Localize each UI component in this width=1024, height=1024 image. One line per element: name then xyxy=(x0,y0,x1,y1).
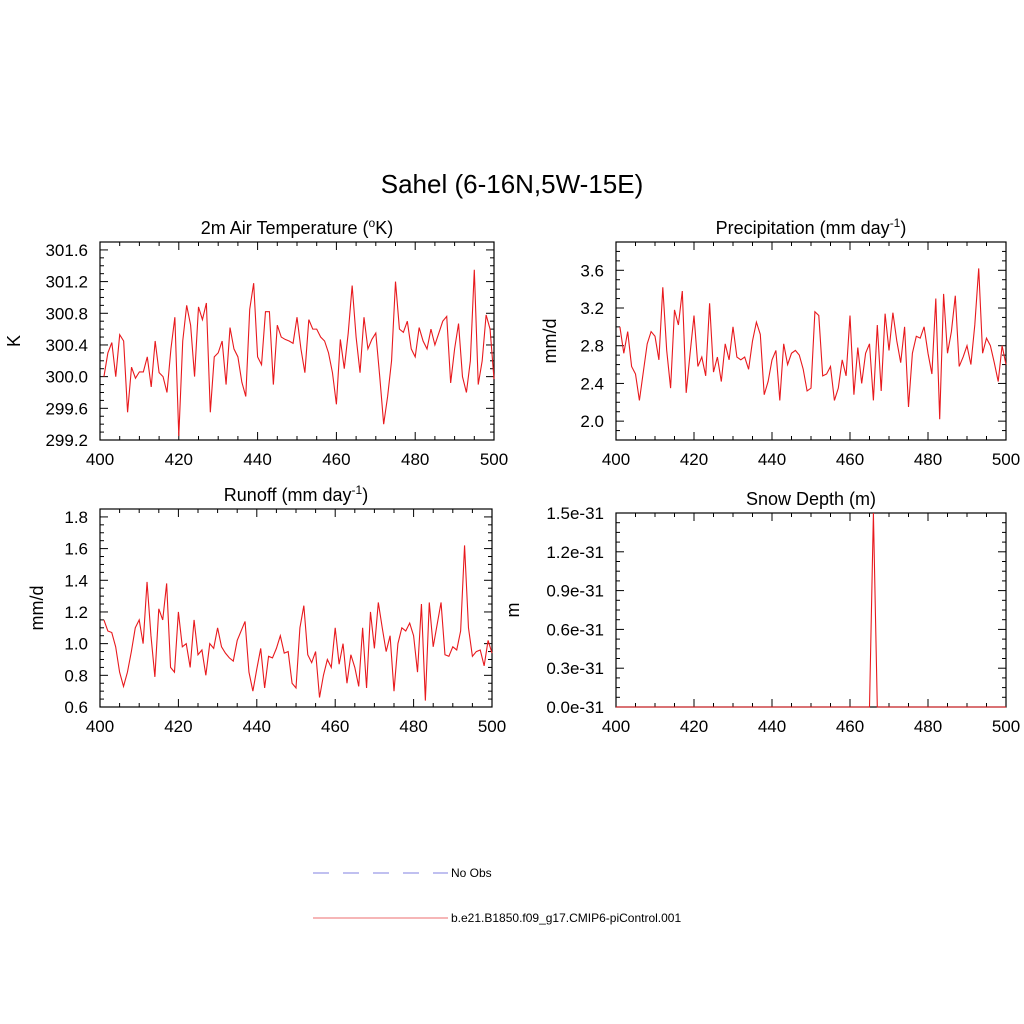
series-line-model xyxy=(103,269,495,437)
plot-frame xyxy=(615,512,1007,708)
x-tick-label: 460 xyxy=(836,450,864,469)
series-line-model xyxy=(103,545,493,701)
x-tick-label: 480 xyxy=(401,450,429,469)
y-tick-label: 300.8 xyxy=(45,304,88,323)
x-tick-label: 460 xyxy=(321,717,349,736)
y-tick-label: 299.6 xyxy=(45,399,88,418)
y-tick-label: 1.2 xyxy=(64,603,88,622)
panel-title-end: K) xyxy=(375,218,393,238)
panel-title-main: 2m Air Temperature ( xyxy=(201,218,369,238)
y-axis-label: mm/d xyxy=(27,586,47,631)
y-tick-label: 3.2 xyxy=(580,299,604,318)
chart-panel-2: 400 420 440 460 480 500 2.0 2.4 2.8 3.2 3.6 mm/d Pre… xyxy=(540,216,1020,469)
panel-title-end: ) xyxy=(362,485,368,505)
y-tick-label: 0.6e-31 xyxy=(546,620,604,639)
y-tick-label: 0.3e-31 xyxy=(546,659,604,678)
y-axis-label: m xyxy=(503,603,523,618)
panel-title: Snow Depth (m) xyxy=(746,489,876,509)
panel-title-sup: -1 xyxy=(890,216,901,230)
panel-title-main: Runoff (mm day xyxy=(224,485,352,505)
legend-label: b.e21.B1850.f09_g17.CMIP6-piControl.001 xyxy=(451,911,681,925)
x-tick-label: 480 xyxy=(914,717,942,736)
x-tick-label: 480 xyxy=(399,717,427,736)
x-tick-label: 480 xyxy=(914,450,942,469)
y-tick-label: 1.2e-31 xyxy=(546,543,604,562)
x-tick-label: 500 xyxy=(992,450,1020,469)
plot-frame xyxy=(99,241,495,441)
y-tick-label: 1.8 xyxy=(64,508,88,527)
y-tick-label: 2.0 xyxy=(580,412,604,431)
y-tick-label: 1.4 xyxy=(64,571,88,590)
y-tick-label: 3.6 xyxy=(580,261,604,280)
y-tick-label: 1.5e-31 xyxy=(546,504,604,523)
plot-frame xyxy=(99,508,493,708)
panel-title-main: Snow Depth (m) xyxy=(746,489,876,509)
x-tick-label: 440 xyxy=(243,450,271,469)
y-tick-label: 300.0 xyxy=(45,368,88,387)
x-tick-label: 420 xyxy=(680,717,708,736)
panel-title: 2m Air Temperature (oK) xyxy=(201,216,393,238)
y-tick-label: 1.0 xyxy=(64,635,88,654)
x-tick-label: 400 xyxy=(602,717,630,736)
x-tick-label: 500 xyxy=(992,717,1020,736)
y-tick-label: 1.6 xyxy=(64,540,88,559)
plot-frame xyxy=(615,241,1007,441)
x-tick-label: 500 xyxy=(480,450,508,469)
y-tick-label: 2.4 xyxy=(580,374,604,393)
legend: No Obs b.e21.B1850.f09_g17.CMIP6-piContro… xyxy=(313,866,681,925)
panel-title-sup: o xyxy=(369,216,376,230)
panel-title-main: Precipitation (mm day xyxy=(716,218,890,238)
panel-title: Precipitation (mm day-1) xyxy=(716,216,907,238)
y-tick-label: 0.0e-31 xyxy=(546,698,604,717)
x-tick-label: 440 xyxy=(758,717,786,736)
panel-title-sup: -1 xyxy=(352,483,363,497)
x-tick-label: 400 xyxy=(602,450,630,469)
y-tick-label: 0.9e-31 xyxy=(546,582,604,601)
legend-label: No Obs xyxy=(451,866,492,880)
x-tick-label: 400 xyxy=(86,450,114,469)
x-tick-label: 420 xyxy=(165,450,193,469)
chart-panel-1: 400 420 440 460 480 500 299.2 299.6 300.0 300.4 30… xyxy=(4,216,508,469)
figure-title: Sahel (6-16N,5W-15E) xyxy=(381,169,644,199)
y-tick-label: 300.4 xyxy=(45,336,88,355)
x-tick-label: 500 xyxy=(478,717,506,736)
y-tick-label: 299.2 xyxy=(45,431,88,450)
x-tick-label: 460 xyxy=(322,450,350,469)
series-line-model xyxy=(619,268,1007,420)
series-line-model xyxy=(616,512,1006,708)
chart-panel-4: 400 420 440 460 480 500 0.0e-31 0.3e-31 0.6e-31 0… xyxy=(503,489,1020,736)
x-tick-label: 440 xyxy=(243,717,271,736)
x-tick-label: 420 xyxy=(680,450,708,469)
y-axis-label: mm/d xyxy=(540,319,560,364)
panel-title: Runoff (mm day-1) xyxy=(224,483,368,505)
chart-panel-3: 400 420 440 460 480 500 0.6 0.8 1.0 1.2 1.4 1.6 1.8 m… xyxy=(27,483,506,736)
y-tick-label: 2.8 xyxy=(580,337,604,356)
y-tick-label: 0.6 xyxy=(64,698,88,717)
y-tick-label: 0.8 xyxy=(64,666,88,685)
x-tick-label: 460 xyxy=(836,717,864,736)
x-tick-label: 400 xyxy=(86,717,114,736)
panels: 400 420 440 460 480 500 299.2 299.6 300.0 300.4 30… xyxy=(4,216,1020,736)
y-axis-label: K xyxy=(4,335,24,347)
y-tick-label: 301.6 xyxy=(45,241,88,260)
y-tick-label: 301.2 xyxy=(45,273,88,292)
x-tick-label: 440 xyxy=(758,450,786,469)
panel-title-end: ) xyxy=(900,218,906,238)
x-tick-label: 420 xyxy=(164,717,192,736)
